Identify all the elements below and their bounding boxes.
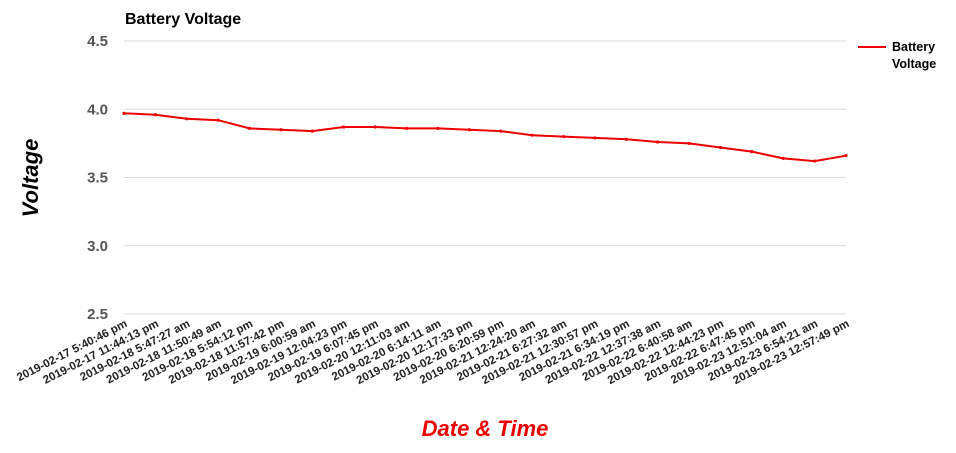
data-point [373, 125, 377, 129]
data-point [561, 134, 566, 139]
legend-label-line: Voltage [892, 57, 936, 71]
data-point [342, 125, 346, 129]
data-point [499, 129, 503, 133]
series-points [122, 111, 848, 163]
data-point [656, 140, 660, 144]
data-point [216, 118, 220, 122]
legend-label: Battery Voltage [892, 40, 936, 71]
data-point [687, 141, 691, 145]
data-point [404, 126, 409, 130]
y-tick-label: 4.5 [87, 33, 108, 50]
data-point [530, 133, 534, 137]
data-point [718, 145, 723, 150]
legend-label-line: Battery [892, 40, 935, 54]
chart-title: Battery Voltage [125, 11, 241, 28]
x-axis-label: Date & Time [422, 416, 549, 441]
data-point [247, 126, 252, 130]
data-point [844, 154, 848, 158]
data-point [153, 113, 157, 117]
y-tick-label: 4.0 [87, 101, 108, 118]
data-point [185, 117, 189, 121]
legend: Battery Voltage [858, 40, 936, 71]
data-point [122, 111, 126, 115]
data-point [279, 128, 283, 132]
data-point [310, 129, 314, 133]
data-point [593, 136, 597, 140]
y-tick-label: 2.5 [87, 306, 108, 323]
data-point [436, 126, 440, 130]
y-axis-ticks: 2.5 3.0 3.5 4.0 4.5 [87, 33, 108, 323]
series-line-battery-voltage [123, 112, 847, 163]
data-point [813, 159, 817, 163]
y-tick-label: 3.5 [87, 170, 108, 187]
data-point [467, 128, 471, 132]
data-point [750, 149, 754, 154]
y-axis-label: Voltage [18, 139, 43, 218]
data-point [781, 156, 785, 160]
gridlines [124, 40, 846, 315]
data-point [624, 137, 628, 141]
y-tick-label: 3.0 [87, 238, 108, 255]
